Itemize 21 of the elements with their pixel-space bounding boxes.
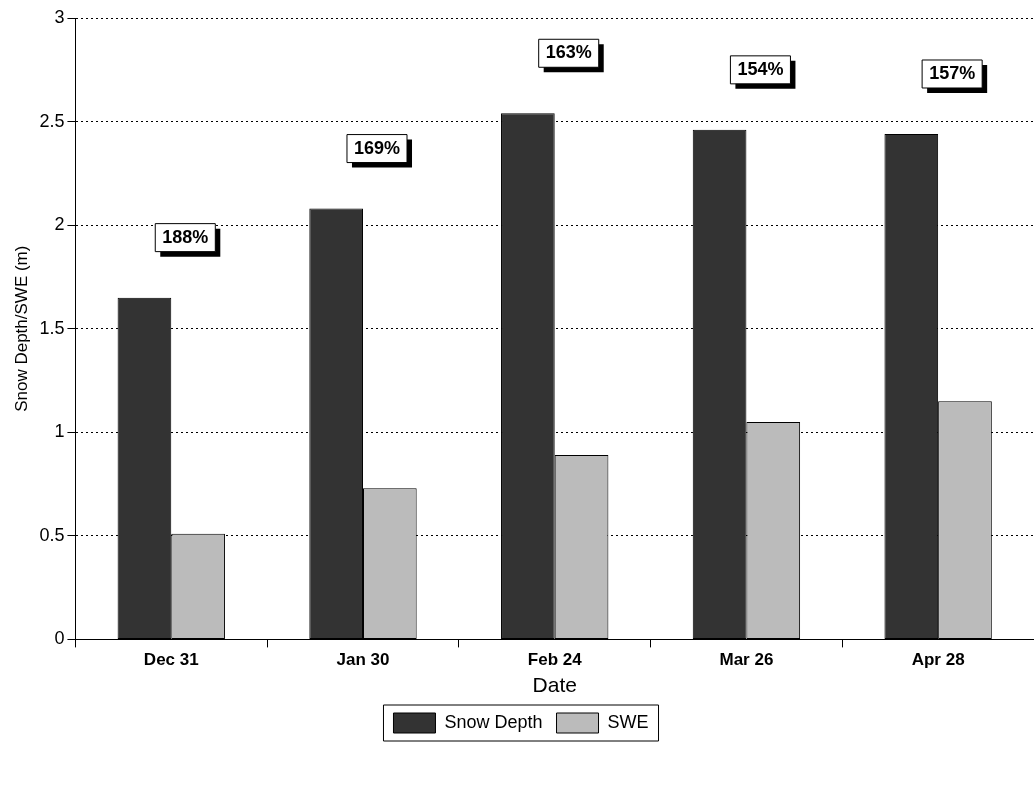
legend-label: Snow Depth [444, 711, 543, 732]
y-tick-label: 2.5 [39, 110, 65, 131]
legend-label: SWE [607, 711, 649, 732]
x-tick-label: Jan 30 [336, 650, 390, 670]
y-axis-title: Snow Depth/SWE (m) [11, 245, 31, 412]
x-tick-label: Dec 31 [143, 650, 199, 670]
annotation: 188% [162, 226, 209, 247]
annotation: 163% [545, 42, 592, 63]
y-tick-label: 0 [54, 628, 65, 649]
x-tick-label: Apr 28 [911, 650, 965, 670]
y-tick-label: 1 [54, 421, 65, 442]
y-tick-label: 0.5 [39, 524, 65, 545]
y-tick-label: 2 [54, 214, 65, 235]
y-tick-label: 3 [54, 6, 65, 27]
annotation: 154% [737, 58, 784, 79]
annotation: 157% [929, 62, 976, 83]
y-tick-label: 1.5 [39, 317, 65, 338]
x-tick-label: Feb 24 [527, 650, 583, 670]
x-axis-title: Date [532, 673, 577, 697]
x-tick-label: Mar 26 [719, 650, 774, 670]
annotation: 169% [353, 137, 401, 158]
